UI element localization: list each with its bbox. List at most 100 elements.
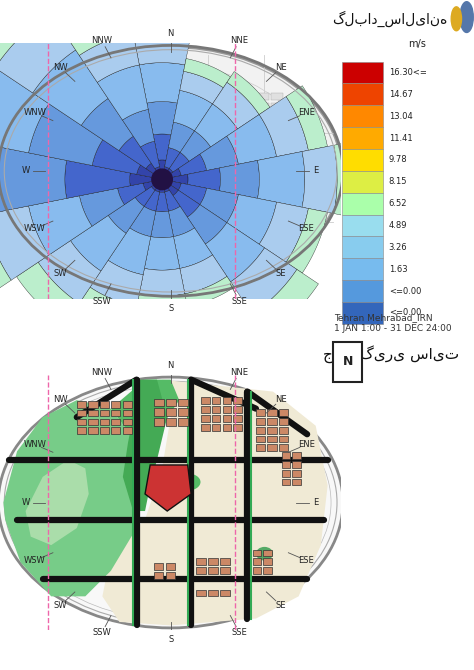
Bar	[342, 193, 383, 214]
Polygon shape	[162, 180, 181, 190]
Bar	[213, 243, 224, 250]
Bar	[79, 113, 90, 120]
Polygon shape	[0, 206, 49, 280]
Bar	[282, 470, 290, 476]
Bar	[292, 452, 301, 459]
Polygon shape	[155, 167, 162, 180]
Polygon shape	[227, 194, 277, 245]
Text: N: N	[342, 355, 353, 369]
Bar	[263, 559, 272, 565]
Polygon shape	[162, 180, 169, 192]
Bar	[257, 103, 269, 109]
Bar	[257, 121, 269, 128]
Bar	[213, 103, 225, 109]
Text: W: W	[22, 166, 30, 176]
Bar	[196, 558, 206, 565]
Bar	[220, 567, 229, 574]
Polygon shape	[257, 151, 305, 207]
Bar	[111, 401, 120, 407]
Polygon shape	[180, 131, 210, 161]
Polygon shape	[162, 169, 181, 180]
Text: W: W	[22, 498, 30, 507]
Bar	[254, 253, 265, 259]
Text: NNE: NNE	[230, 36, 248, 45]
Polygon shape	[194, 104, 237, 147]
Polygon shape	[90, 260, 143, 307]
Polygon shape	[145, 237, 180, 270]
Text: WNW: WNW	[24, 440, 46, 449]
Polygon shape	[155, 180, 162, 192]
Bar	[111, 419, 120, 425]
Bar	[51, 103, 62, 111]
Text: N: N	[167, 360, 174, 370]
Polygon shape	[146, 163, 162, 180]
Text: SSW: SSW	[92, 297, 111, 306]
Text: ENE: ENE	[298, 440, 315, 449]
Bar	[263, 549, 272, 556]
Polygon shape	[133, 30, 191, 65]
Polygon shape	[102, 380, 328, 625]
Text: S: S	[168, 304, 173, 313]
Polygon shape	[71, 216, 126, 271]
Polygon shape	[188, 168, 220, 191]
Polygon shape	[200, 136, 238, 171]
Polygon shape	[205, 222, 264, 282]
Polygon shape	[227, 115, 277, 164]
FancyBboxPatch shape	[333, 342, 362, 382]
Bar	[257, 93, 269, 100]
Bar	[77, 419, 86, 425]
Bar	[208, 558, 218, 565]
Bar	[247, 146, 258, 153]
Bar	[222, 415, 231, 422]
Bar	[233, 397, 242, 404]
Polygon shape	[158, 160, 166, 180]
Polygon shape	[80, 188, 124, 226]
Polygon shape	[185, 277, 234, 307]
Bar	[165, 563, 175, 570]
Bar	[100, 419, 109, 425]
Bar	[342, 83, 383, 105]
Bar	[228, 103, 240, 109]
Bar	[65, 103, 76, 111]
Bar	[282, 478, 290, 486]
Text: ENE: ENE	[298, 109, 315, 117]
Polygon shape	[168, 122, 194, 152]
Polygon shape	[68, 14, 133, 56]
Text: NNE: NNE	[230, 368, 248, 377]
Bar	[212, 397, 220, 404]
Polygon shape	[334, 141, 356, 217]
Text: گلباد_سالیانه: گلباد_سالیانه	[332, 10, 447, 27]
Bar	[253, 567, 261, 574]
Polygon shape	[147, 102, 177, 135]
Bar	[279, 418, 288, 425]
Polygon shape	[162, 169, 173, 180]
Text: SW: SW	[54, 601, 67, 610]
Bar	[256, 444, 265, 452]
Bar	[242, 121, 254, 128]
Bar	[166, 418, 176, 425]
Bar	[279, 436, 288, 442]
Text: NW: NW	[53, 63, 68, 72]
Polygon shape	[173, 90, 212, 131]
Bar	[272, 137, 282, 144]
Bar	[342, 105, 383, 127]
Polygon shape	[173, 228, 212, 269]
Polygon shape	[212, 82, 259, 129]
Bar	[342, 171, 383, 193]
Bar	[241, 243, 252, 250]
Polygon shape	[187, 204, 227, 244]
Bar	[213, 121, 225, 128]
Polygon shape	[97, 65, 148, 120]
Text: 4.89: 4.89	[389, 221, 407, 230]
Bar	[267, 436, 277, 442]
Text: N: N	[167, 29, 174, 38]
Text: NNW: NNW	[91, 36, 112, 45]
Bar	[263, 567, 272, 574]
Bar	[154, 399, 164, 406]
Polygon shape	[140, 141, 160, 169]
Bar	[342, 280, 383, 302]
Bar	[79, 103, 90, 111]
Polygon shape	[92, 140, 141, 174]
Polygon shape	[130, 206, 156, 237]
Ellipse shape	[0, 377, 343, 628]
